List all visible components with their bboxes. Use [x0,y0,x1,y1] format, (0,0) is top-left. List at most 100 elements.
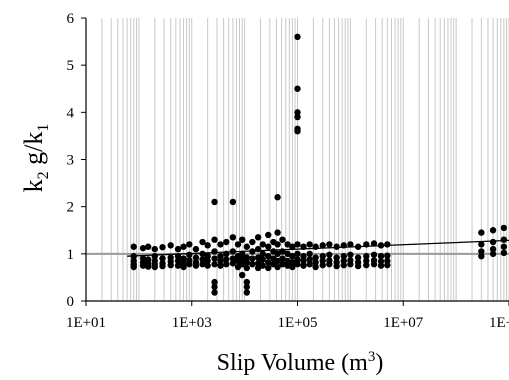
y-axis-title: k2 g/k1 [19,124,52,193]
data-point [249,255,256,262]
data-point [249,261,256,268]
data-point [199,250,206,258]
data-point [312,243,319,250]
data-point [174,252,182,260]
data-point [223,261,230,268]
data-point [265,264,272,272]
data-point [294,241,301,248]
data-point [284,250,291,258]
data-point [265,252,272,260]
data-point [377,242,385,249]
data-point [199,256,206,263]
data-point [489,227,497,234]
data-point [174,245,182,253]
data-point [204,262,211,269]
data-point [300,262,307,269]
data-point [294,109,301,116]
data-point [139,262,147,269]
data-point [259,256,266,263]
data-point [151,263,158,271]
y-tick-label: 6 [67,11,75,27]
axis-ticks: 0 1 2 3 4 5 6 1E+01 1E+03 1E+05 1E+07 1E+09 [66,11,509,331]
data-point [223,238,230,246]
data-point [274,257,281,265]
x-tick-label: 1E+03 [172,315,212,331]
data-point [284,241,291,248]
data-point [174,262,182,269]
data-point [204,257,211,265]
data-point [370,240,378,247]
data-point [186,251,193,258]
data-point [306,241,313,248]
data-point [354,243,362,250]
data-point [319,252,326,260]
data-point [151,252,158,260]
data-point [333,262,340,270]
y-tick-label: 1 [67,247,75,263]
data-point [370,251,378,258]
data-point [326,251,333,258]
data-point [211,248,218,255]
data-point [294,250,301,258]
data-point [384,241,391,248]
data-point [489,250,497,258]
data-point [384,261,391,269]
data-point [294,33,301,41]
data-point [217,241,224,248]
data-point [340,261,347,269]
data-point [204,252,211,260]
data-point [144,243,152,250]
data-point [489,238,497,246]
data-point [192,245,200,253]
data-point [274,241,281,248]
data-point [500,249,508,257]
data-point [265,231,272,239]
data-point [354,262,362,270]
data-point [243,254,251,261]
data-point [300,243,307,250]
data-point [211,236,218,243]
data-point [274,263,281,271]
data-point [279,236,286,243]
data-point [192,254,200,261]
data-point [478,241,485,248]
data-point [223,250,230,258]
data-point [279,261,286,268]
data-point [370,261,378,268]
data-point [229,255,237,262]
data-point [186,241,193,248]
y-tick-label: 0 [67,294,75,310]
data-point [139,244,147,252]
data-point [478,229,485,236]
data-point [478,248,485,255]
data-point [211,261,218,268]
data-point [243,264,251,272]
data-point [363,261,370,269]
y-tick-label: 2 [67,200,75,216]
data-point [151,245,158,253]
y-tick-label: 4 [67,105,75,121]
data-point [204,242,211,249]
data-point [211,198,218,206]
data-point [279,248,286,255]
data-point [289,252,296,260]
data-point [234,241,242,248]
data-point [217,252,224,260]
data-point [254,245,262,253]
data-point [289,243,296,250]
data-point [174,257,182,265]
data-point [306,261,313,268]
x-axis-title: Slip Volume (m3) [217,349,384,376]
x-tick-label: 1E+07 [383,315,424,331]
data-point [319,261,326,269]
data-point [199,238,206,246]
data-point [300,257,307,265]
data-point [274,194,281,201]
data-point [489,245,497,253]
data-point [500,224,508,232]
data-point [289,259,296,266]
data-point [211,255,218,262]
data-point [254,234,262,241]
data-point [259,262,266,269]
data-point [229,198,237,206]
